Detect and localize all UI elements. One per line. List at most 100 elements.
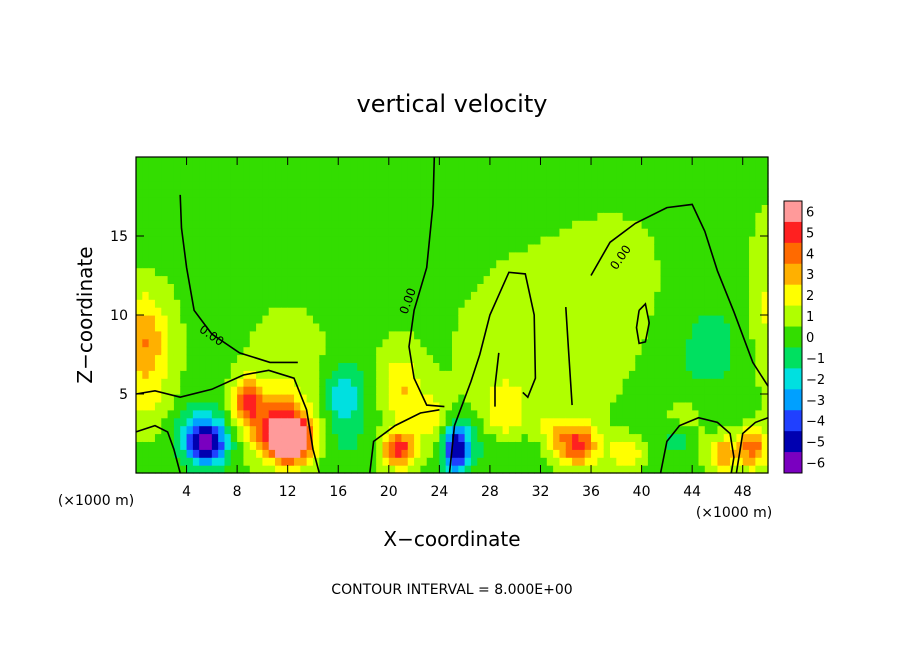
heat-cell [237,354,245,363]
heat-cell [376,378,384,387]
heat-cell [344,425,352,435]
heat-cell [635,362,643,371]
heat-cell [300,378,308,387]
heat-cell [218,259,226,269]
heat-cell [565,196,573,205]
heat-cell [565,378,573,387]
heat-cell [281,362,289,371]
heat-cell [546,386,554,395]
heat-cell [148,433,156,442]
heat-cell [578,267,586,277]
heat-cell [679,401,687,411]
heat-cell [256,330,263,340]
heat-cell [382,251,390,261]
heat-cell [300,188,308,198]
heat-cell [382,354,390,363]
heat-cell [736,441,744,450]
heat-cell [420,196,428,205]
heat-cell [230,228,238,237]
heat-cell [224,283,232,292]
heat-cell [287,188,295,198]
heat-cell [635,196,643,205]
heat-cell [294,236,301,245]
heat-cell [211,299,219,308]
heat-cell [414,401,421,411]
heat-cell [331,370,339,379]
heat-cell [294,299,301,308]
heat-cell [597,441,605,450]
heat-cell [736,283,744,292]
heat-cell [445,338,453,348]
heat-cell [654,394,662,403]
heat-cell [268,204,276,213]
heat-cell [622,346,630,356]
heat-cell [199,330,207,340]
heat-cell [294,275,301,284]
heat-cell [704,243,712,253]
heat-cell [426,315,434,324]
heat-cell [742,394,750,403]
heat-cell [325,220,333,229]
heat-cell [382,228,390,237]
heat-cell [414,164,421,174]
heat-cell [660,378,668,387]
heat-cell [717,362,725,371]
heat-cell [723,394,731,403]
heat-cell [275,409,282,419]
heat-cell [483,236,491,245]
heat-cell [698,228,706,237]
heat-cell [401,433,409,442]
heat-cell [357,243,365,253]
heat-cell [553,441,561,450]
heat-cell [211,441,219,450]
heat-cell [262,315,270,324]
heat-cell [553,259,561,269]
heat-cell [723,220,731,229]
heat-cell [294,425,301,435]
heat-cell [749,307,756,316]
heat-cell [306,172,314,182]
heat-cell [647,236,655,245]
heat-cell [679,275,687,284]
heat-cell [338,394,346,403]
heat-cell [477,204,485,213]
heat-cell [344,441,352,450]
heat-cell [755,157,763,166]
heat-cell [470,441,478,450]
heat-cell [249,401,257,411]
heat-cell [546,299,554,308]
heat-cell [186,449,194,458]
heat-cell [673,291,681,300]
heat-cell [154,425,162,435]
heat-cell [679,204,687,213]
heat-cell [458,157,466,166]
heat-cell [426,196,434,205]
heat-cell [666,409,674,419]
heat-cell [237,338,245,348]
heat-cell [527,196,535,205]
heat-cell [344,275,352,284]
heat-cell [275,417,282,427]
heat-cell [666,346,674,356]
heat-cell [154,267,162,277]
heat-cell [704,196,712,205]
heat-cell [711,465,719,474]
heat-cell [439,236,447,245]
heat-cell [287,457,295,466]
heat-cell [199,441,207,450]
heat-cell [262,417,270,427]
heat-cell [407,259,415,269]
heat-cell [654,354,662,363]
heat-cell [186,164,194,174]
heat-cell [717,425,725,435]
heat-cell [420,267,428,277]
heat-cell [502,378,510,387]
heat-cell [616,243,624,253]
heat-cell [312,157,320,166]
heat-cell [401,259,409,269]
heat-cell [610,457,617,466]
heat-cell [704,212,712,221]
heat-cell [559,283,567,292]
heat-cell [635,204,643,213]
heat-cell [635,236,643,245]
